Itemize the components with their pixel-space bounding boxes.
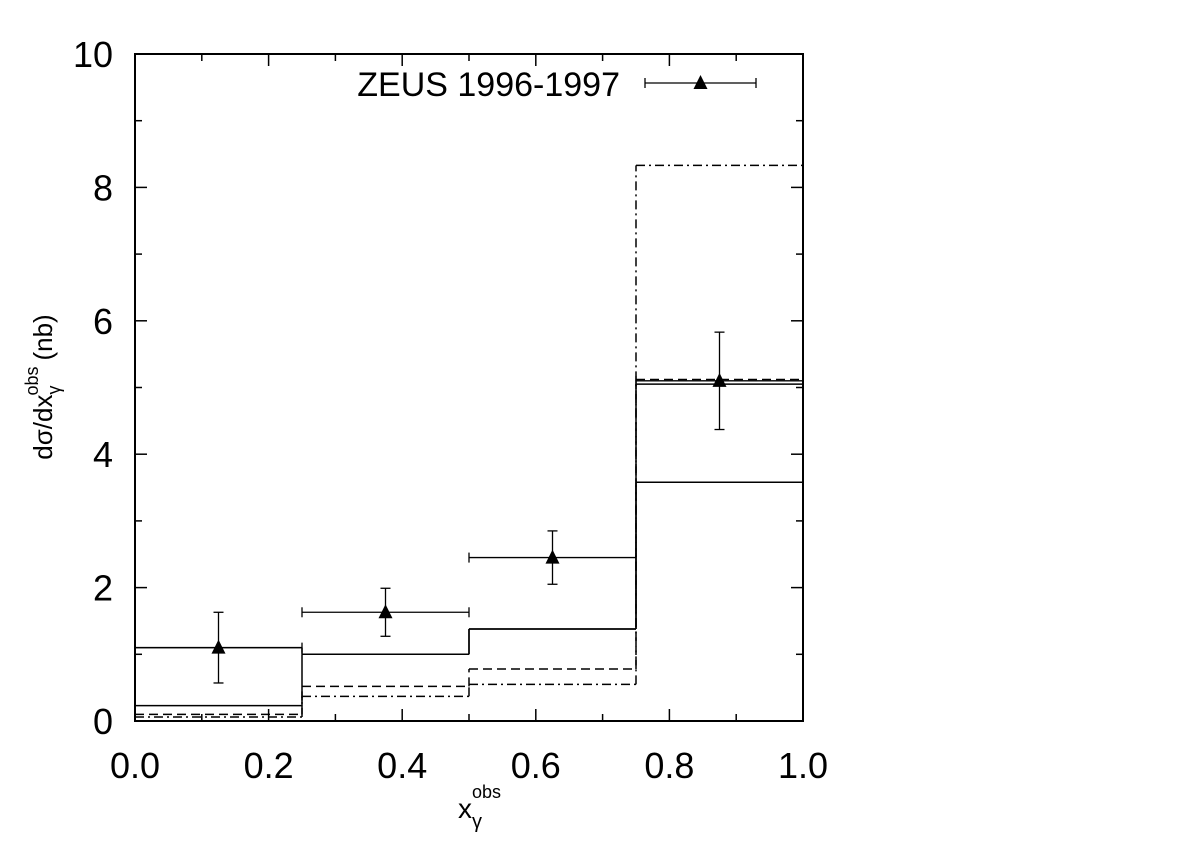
- y-label-sup: obs: [22, 367, 42, 396]
- x-tick-label: 0.2: [244, 745, 294, 786]
- data-point: [378, 604, 393, 619]
- x-tick-label: 0.0: [110, 745, 160, 786]
- y-tick-label: 0: [93, 701, 113, 742]
- y-tick-label: 8: [93, 167, 113, 208]
- data-point: [545, 549, 560, 564]
- x-tick-label: 0.8: [644, 745, 694, 786]
- x-axis-label: xγ obs: [458, 782, 501, 833]
- legend-marker: [693, 75, 708, 89]
- y-tick-label: 2: [93, 568, 113, 609]
- y-label-unit: (nb): [28, 314, 58, 360]
- legend-label: ZEUS 1996-1997: [357, 66, 620, 104]
- y-tick-label: 6: [93, 301, 113, 342]
- data-point: [211, 639, 226, 654]
- x-label-sub: γ: [472, 811, 482, 833]
- y-tick-label: 10: [73, 34, 113, 75]
- y-label-main: dσ/dx: [28, 395, 58, 460]
- data-point: [712, 372, 727, 387]
- x-tick-label: 0.6: [511, 745, 561, 786]
- x-label-main: x: [458, 793, 472, 824]
- y-tick-label: 4: [93, 434, 113, 475]
- plot-frame: [134, 53, 804, 722]
- y-label-sub: γ: [44, 386, 64, 395]
- y-axis-label: dσ/dxγobs (nb): [22, 314, 64, 459]
- x-label-sup: obs: [472, 782, 501, 802]
- x-tick-label: 1.0: [778, 745, 828, 786]
- x-tick-label: 0.4: [377, 745, 427, 786]
